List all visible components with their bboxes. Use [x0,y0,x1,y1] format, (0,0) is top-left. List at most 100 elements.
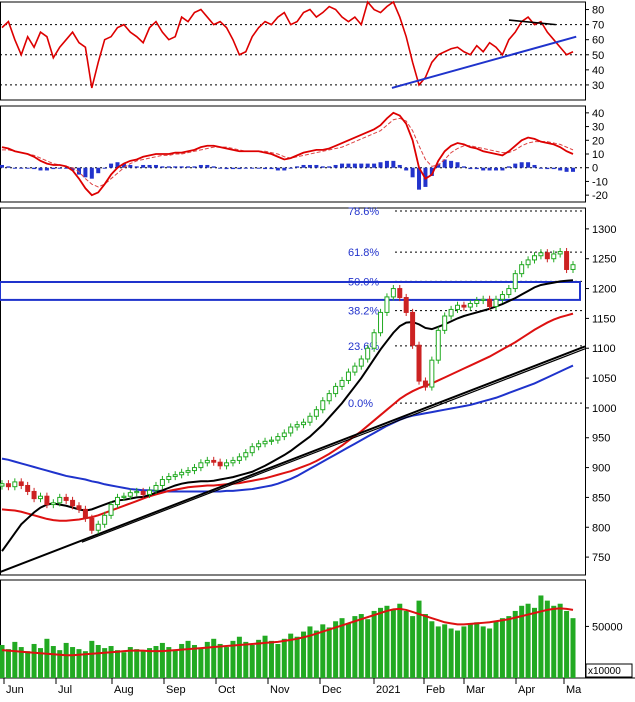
volume-bar [102,648,108,678]
volume-bar [339,618,345,678]
candle-body [262,440,268,445]
macd-histogram-bar [102,167,107,169]
macd-histogram-bar [198,164,203,168]
volume-bar [236,636,242,678]
macd-histogram-bar [314,164,319,168]
volume-bar [166,647,172,678]
candle-body [435,329,441,361]
macd-histogram-bar [564,167,569,172]
rsi-ytick-label: 30 [592,80,604,92]
candle-body [313,409,319,417]
volume-bar [288,633,294,678]
macd-histogram-bar [468,167,473,170]
volume-bar [307,626,313,678]
macd-histogram-bar [76,167,81,175]
price-panel-frame [0,207,586,576]
volume-bar [435,626,441,678]
volume-bar [429,621,435,678]
fib-level-label: 61.8% [348,247,379,259]
volume-bar [108,646,114,678]
volume-bar [416,600,422,678]
macd-histogram-bar [230,167,235,170]
macd-histogram-bar [333,164,338,168]
macd-ytick-label: -10 [592,176,608,188]
macd-histogram-bar [64,167,69,169]
volume-bar [44,638,50,678]
x-tick-label: Apr [518,684,535,696]
macd-histogram-bar [481,167,486,171]
candle-body [326,393,332,402]
volume-bar [390,609,396,678]
volume-bar [5,649,11,678]
volume-bar [147,648,153,678]
candle-body [320,400,326,411]
candle-body [551,253,557,260]
volume-bar [198,648,204,678]
candle-body [384,296,390,313]
volume-bar [557,603,563,678]
volume-bar [89,640,95,678]
candle-body [268,439,274,442]
macd-histogram-bar [134,166,139,168]
volume-bar [467,624,473,678]
x-tick-label: Mar [466,684,485,696]
macd-ytick-label: 40 [592,108,604,120]
volume-bar [422,614,428,678]
volume-bar [159,642,165,678]
macd-histogram-bar [218,167,223,169]
macd-histogram-bar [474,167,479,170]
candle-body [467,302,473,308]
volume-bar [12,641,18,678]
macd-histogram-bar [295,166,300,168]
volume-bar [525,603,531,678]
candle-body [102,514,108,525]
macd-line [1,111,574,197]
macd-histogram-bar [6,166,11,168]
rsi-ytick-label: 70 [592,20,604,32]
macd-histogram-bar [571,167,575,172]
price-ytick-label: 750 [592,552,610,564]
candle-body [525,259,531,266]
candle-body [134,490,140,494]
candle-body [18,481,24,486]
volume-bar [551,605,557,678]
volume-bar [211,638,217,678]
candle-body [191,467,197,472]
candle-body [506,288,512,296]
macd-histogram-bar [449,160,454,168]
macd-histogram-bar [301,164,306,168]
volume-bar [519,605,525,678]
macd-histogram-bar [384,160,389,168]
volume-bar [268,640,274,678]
macd-histogram-bar [494,167,499,171]
volume-bar [326,627,332,678]
volume-bar [25,651,31,678]
candle-body [121,495,127,498]
macd-histogram-bar [307,164,312,168]
volume-bar [384,605,390,678]
ma-mid-line [1,312,574,522]
candle-body [76,505,82,510]
macd-histogram-bar [417,167,422,190]
volume-bar [31,643,37,678]
fib-level-label: 78.6% [348,206,379,218]
volume-bar [352,616,358,678]
candle-body [31,490,37,500]
price-long-trendline [0,345,586,573]
candle-body [352,365,358,373]
candle-body [403,297,409,313]
volume-bar [37,648,43,678]
candle-body [147,489,153,495]
candle-body [544,252,550,260]
candle-body [493,298,499,307]
macd-histogram-bar [442,159,447,168]
macd-histogram-bar [256,167,261,169]
fib-level-label: 23.6% [348,341,379,353]
candle-body [564,251,570,270]
volume-ma-line [1,607,574,657]
volume-bar [57,650,63,678]
x-tick-label: Feb [426,684,445,696]
volume-bar [18,647,24,678]
price-ytick-label: 1300 [592,224,616,236]
